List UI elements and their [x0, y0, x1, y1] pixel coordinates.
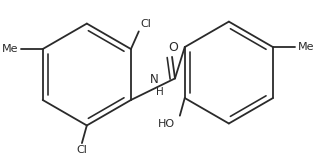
Text: N: N	[149, 73, 158, 86]
Text: H: H	[156, 87, 164, 97]
Text: Cl: Cl	[77, 145, 87, 155]
Text: Cl: Cl	[141, 19, 152, 30]
Text: Me: Me	[297, 42, 314, 52]
Text: Me: Me	[2, 44, 18, 54]
Text: O: O	[168, 41, 178, 54]
Text: HO: HO	[158, 119, 175, 129]
